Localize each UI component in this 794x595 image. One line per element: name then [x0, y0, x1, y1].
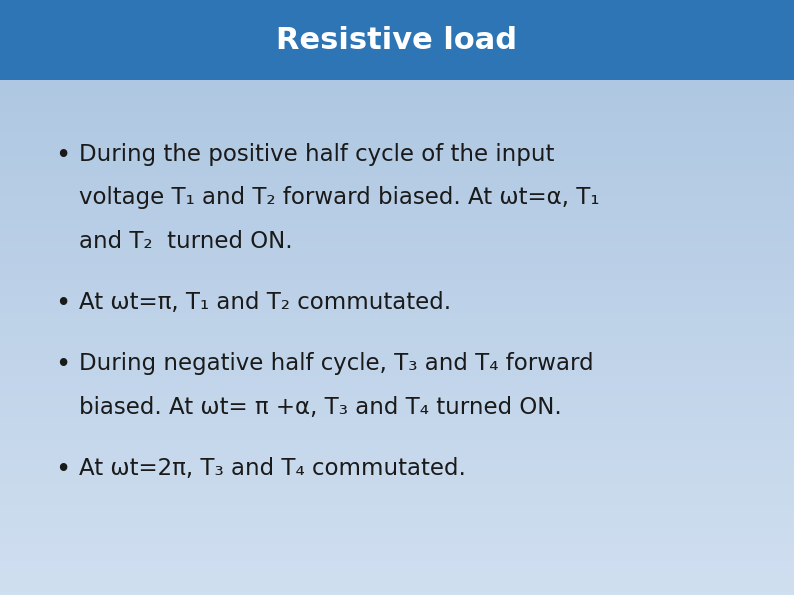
Text: At ωt=π, T₁ and T₂ commutated.: At ωt=π, T₁ and T₂ commutated. [79, 291, 452, 314]
Text: biased. At ωt= π +α, T₃ and T₄ turned ON.: biased. At ωt= π +α, T₃ and T₄ turned ON… [79, 396, 562, 419]
Text: At ωt=2π, T₃ and T₄ commutated.: At ωt=2π, T₃ and T₄ commutated. [79, 457, 466, 480]
Text: and T₂  turned ON.: and T₂ turned ON. [79, 230, 293, 253]
Text: During negative half cycle, T₃ and T₄ forward: During negative half cycle, T₃ and T₄ fo… [79, 352, 594, 375]
Text: During the positive half cycle of the input: During the positive half cycle of the in… [79, 143, 555, 166]
Text: •: • [56, 143, 71, 169]
Text: •: • [56, 291, 71, 317]
Text: •: • [56, 352, 71, 378]
Text: Resistive load: Resistive load [276, 26, 518, 55]
Text: •: • [56, 457, 71, 483]
Text: voltage T₁ and T₂ forward biased. At ωt=α, T₁: voltage T₁ and T₂ forward biased. At ωt=… [79, 186, 600, 209]
FancyBboxPatch shape [0, 0, 794, 80]
